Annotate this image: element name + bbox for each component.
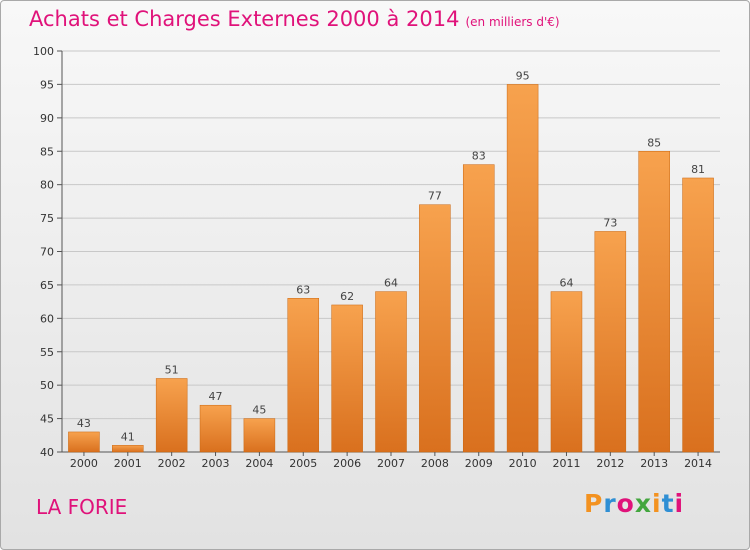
- bar-value-label: 41: [121, 430, 135, 443]
- logo-letter: i: [652, 489, 662, 518]
- bar: [594, 231, 627, 453]
- y-tick-label: 75: [40, 212, 54, 225]
- proxiti-logo: Proxiti: [584, 489, 684, 518]
- logo-letter: i: [674, 489, 685, 518]
- bar-value-label: 73: [603, 216, 617, 229]
- x-tick-label: 2008: [421, 457, 449, 470]
- bar: [506, 84, 539, 453]
- logo-letter: t: [661, 489, 675, 518]
- y-tick-label: 65: [40, 279, 54, 292]
- logo-letter: r: [603, 489, 617, 518]
- bar: [550, 291, 583, 453]
- bar: [199, 404, 232, 453]
- y-tick-label: 95: [40, 78, 54, 91]
- bar: [287, 298, 320, 453]
- y-tick-label: 70: [40, 246, 54, 259]
- bar: [68, 431, 100, 453]
- y-tick-label: 50: [40, 379, 54, 392]
- bar-value-label: 64: [384, 277, 398, 290]
- x-tick-label: 2012: [596, 457, 624, 470]
- bar-value-label: 95: [516, 69, 530, 82]
- y-tick-label: 100: [33, 45, 54, 58]
- x-tick-label: 2013: [640, 457, 668, 470]
- x-tick-label: 2010: [509, 457, 537, 470]
- x-tick-label: 2005: [289, 457, 317, 470]
- bar: [112, 445, 144, 453]
- bar-value-label: 83: [472, 150, 486, 163]
- x-tick-label: 2003: [202, 457, 230, 470]
- bar: [243, 418, 276, 453]
- bar: [331, 304, 363, 453]
- x-tick-label: 2001: [114, 457, 142, 470]
- x-tick-label: 2006: [333, 457, 361, 470]
- bar: [462, 164, 495, 453]
- y-tick-label: 45: [40, 413, 54, 426]
- logo-letter: P: [584, 489, 604, 518]
- bar-value-label: 64: [559, 277, 573, 290]
- x-tick-label: 2000: [70, 457, 98, 470]
- bar-value-label: 62: [340, 290, 354, 303]
- x-tick-label: 2014: [684, 457, 712, 470]
- bar: [375, 291, 407, 453]
- chart-unit: (en milliers d'€): [465, 15, 560, 29]
- bar: [155, 378, 188, 453]
- bar: [638, 151, 670, 453]
- y-tick-label: 55: [40, 346, 54, 359]
- y-tick-label: 90: [40, 112, 54, 125]
- x-tick-label: 2011: [552, 457, 580, 470]
- commune-name: LA FORIE: [36, 495, 128, 519]
- bar: [682, 177, 714, 453]
- x-tick-label: 2007: [377, 457, 405, 470]
- bar-value-label: 85: [647, 136, 661, 149]
- bar-value-label: 81: [691, 163, 705, 176]
- bar-value-label: 63: [296, 283, 310, 296]
- x-tick-label: 2004: [245, 457, 273, 470]
- bar-value-label: 51: [165, 363, 179, 376]
- bar-value-label: 45: [252, 404, 266, 417]
- bar-value-label: 77: [428, 190, 442, 203]
- x-tick-label: 2009: [465, 457, 493, 470]
- bar-value-label: 47: [209, 390, 223, 403]
- chart-title-block: Achats et Charges Externes 2000 à 2014 (e…: [29, 7, 560, 31]
- logo-letter: o: [616, 489, 635, 518]
- bar: [419, 204, 451, 453]
- logo-letter: x: [634, 489, 652, 518]
- y-tick-label: 60: [40, 312, 54, 325]
- chart-title: Achats et Charges Externes 2000 à 2014: [29, 7, 460, 31]
- y-tick-label: 40: [40, 446, 54, 459]
- y-tick-label: 85: [40, 145, 54, 158]
- bar-value-label: 43: [77, 417, 91, 430]
- y-tick-label: 80: [40, 179, 54, 192]
- x-tick-label: 2002: [158, 457, 186, 470]
